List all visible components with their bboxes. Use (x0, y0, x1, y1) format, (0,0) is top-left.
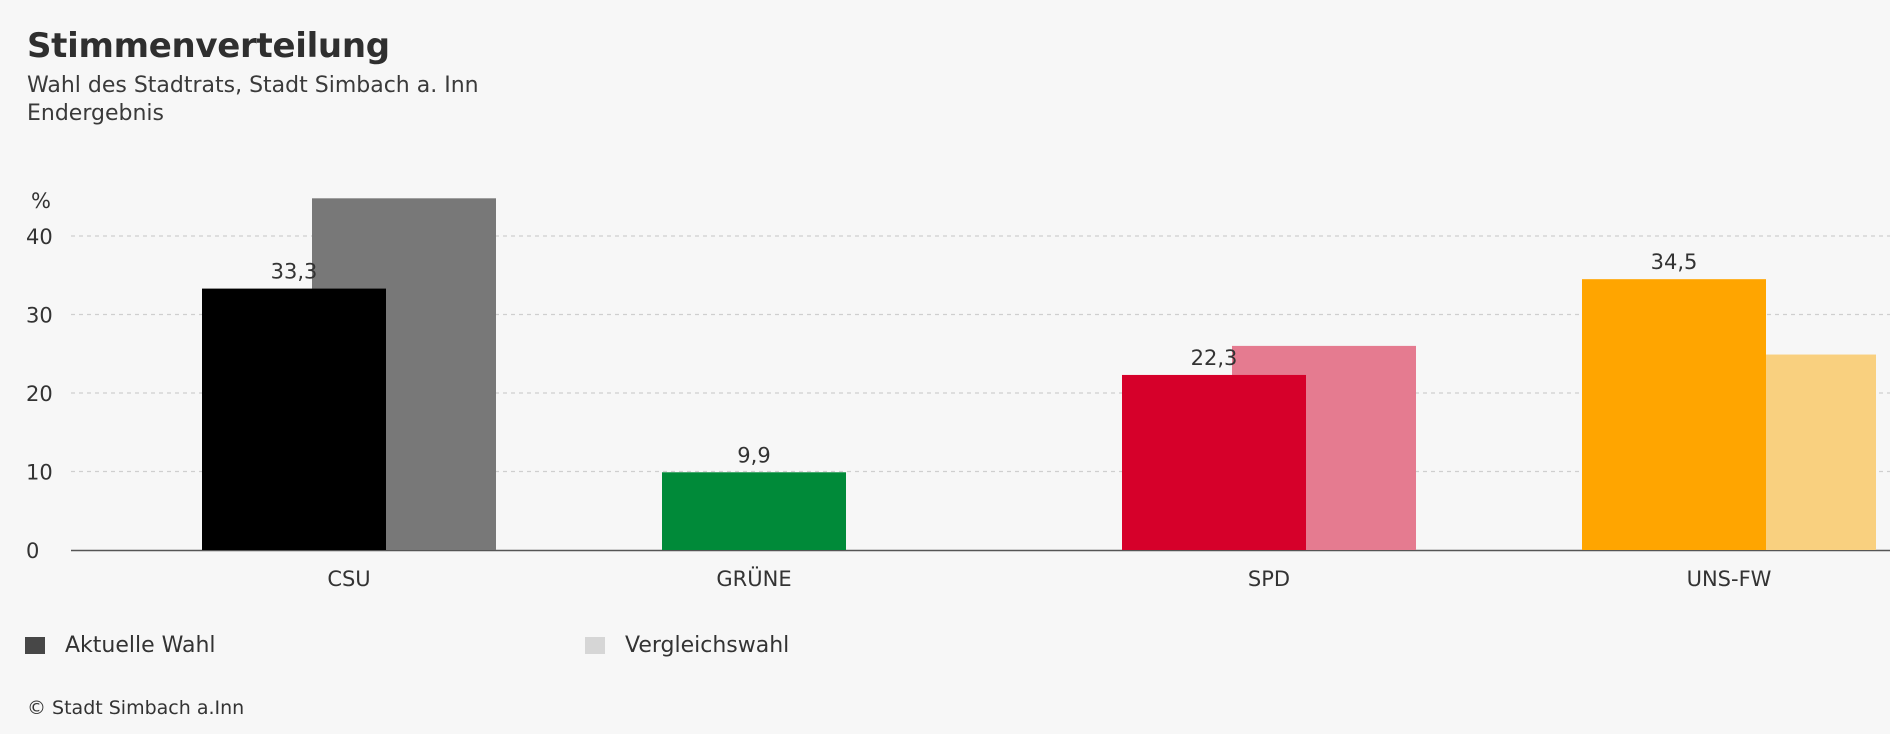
legend-swatch-current (25, 637, 45, 654)
chart-title: Stimmenverteilung (27, 26, 390, 66)
bar-current-spd[interactable] (1122, 374, 1306, 550)
legend-label-comparison: Vergleichswahl (625, 633, 790, 658)
legend-label-current: Aktuelle Wahl (65, 633, 216, 658)
category-label-csu: CSU (327, 567, 370, 591)
data-label-grüne: 9,9 (737, 443, 770, 467)
legend-item-current[interactable]: Aktuelle Wahl (25, 633, 216, 658)
bar-current-uns-fw[interactable] (1582, 279, 1766, 550)
category-label-grüne: GRÜNE (716, 566, 791, 591)
legend-item-comparison[interactable]: Vergleichswahl (585, 633, 789, 658)
subtitle-line-2: Endergebnis (27, 101, 164, 126)
y-tick-label: 10 (26, 461, 53, 485)
bar-current-grüne[interactable] (662, 472, 846, 550)
source-note: © Stadt Simbach a.Inn (27, 697, 245, 719)
bar-current-csu[interactable] (202, 288, 386, 550)
category-label-uns-fw: UNS-FW (1687, 567, 1772, 591)
y-tick-label: 20 (26, 382, 53, 406)
data-label-spd: 22,3 (1191, 346, 1238, 370)
chart-subtitle: Wahl des Stadtrats, Stadt Simbach a. Inn… (27, 72, 479, 128)
y-unit-label: % (31, 189, 51, 213)
labels: 0 10 20 30 40 33,3 CSU 9,9 GRÜNE 22,3 SPD 34,5 UNS-F… (26, 225, 1772, 591)
legend-swatch-comparison (585, 637, 605, 654)
data-label-uns-fw: 34,5 (1651, 250, 1698, 274)
subtitle-line-1: Wahl des Stadtrats, Stadt Simbach a. Inn (27, 73, 479, 98)
bars (202, 198, 1876, 550)
y-tick-label: 0 (26, 539, 39, 563)
legend: Aktuelle Wahl Vergleichswahl (25, 633, 1825, 665)
y-tick-label: 40 (26, 225, 53, 249)
category-label-spd: SPD (1248, 567, 1290, 591)
data-label-csu: 33,3 (271, 260, 318, 284)
y-tick-label: 30 (26, 304, 53, 328)
